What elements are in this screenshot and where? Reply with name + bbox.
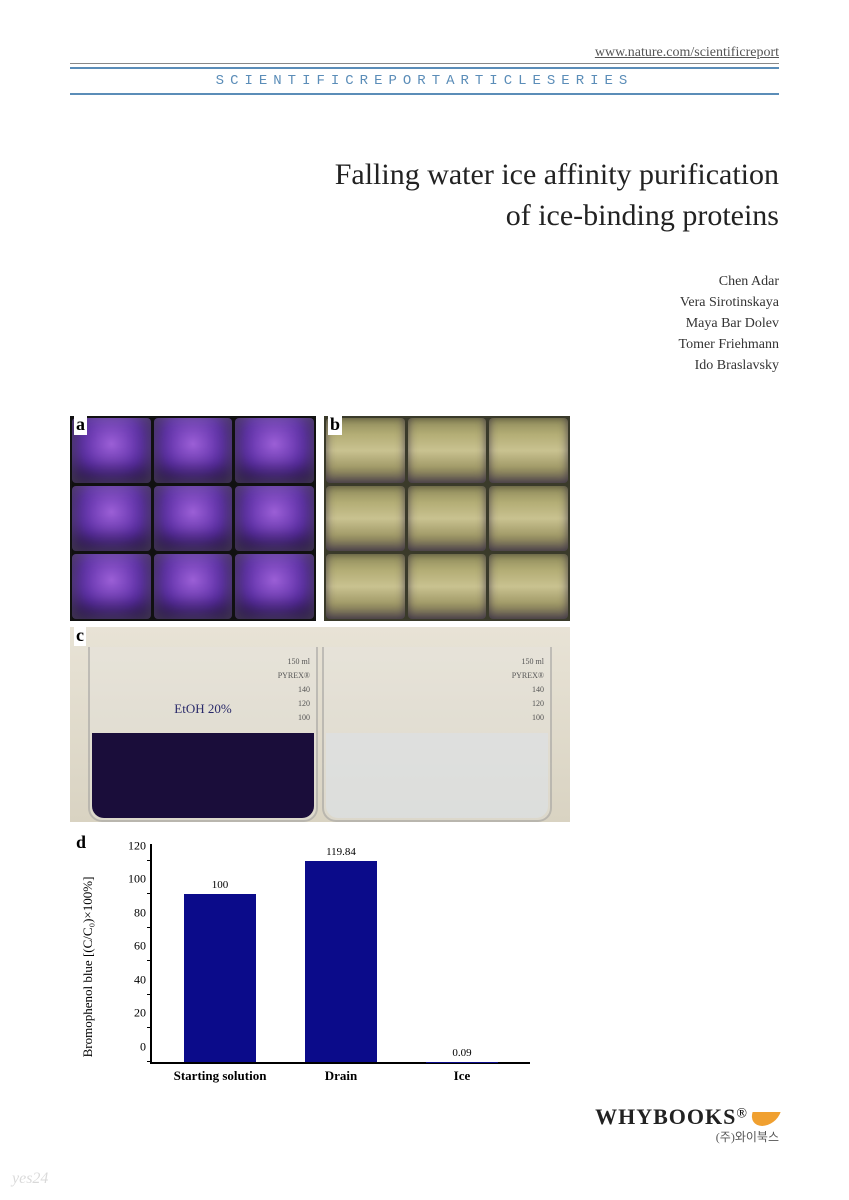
header-url: www.nature.com/scientificreport <box>70 45 779 64</box>
title-line-1: Falling water ice affinity purification <box>335 158 779 191</box>
chart-bar: 100 <box>184 894 256 1062</box>
chart-ytick: 40 <box>112 972 146 987</box>
chart-xlabel: Ice <box>454 1062 471 1084</box>
chart-bar-value-label: 119.84 <box>326 846 356 861</box>
chart-xlabel: Drain <box>325 1062 358 1084</box>
article-title: Falling water ice affinity purification … <box>70 155 779 236</box>
chart-ytick: 60 <box>112 939 146 954</box>
chart-ytick: 80 <box>112 905 146 920</box>
panel-label-a: a <box>74 414 87 435</box>
figure-composite: a b c 150 ml <box>70 416 570 1099</box>
chart-xlabel: Starting solution <box>174 1062 267 1084</box>
beaker-right: 150 ml PYREX® 140 120 100 <box>322 647 552 822</box>
chart-plot-area: 020406080100120100Starting solution119.8… <box>150 844 530 1064</box>
panel-label-b: b <box>328 414 342 435</box>
beaker-marks-left: 150 ml PYREX® 140 120 100 <box>278 655 310 725</box>
author-name: Maya Bar Dolev <box>70 313 779 334</box>
liquid-clear <box>326 733 548 818</box>
panel-label-c: c <box>74 625 86 646</box>
page-root: www.nature.com/scientificreport SCIENTIF… <box>0 0 849 1129</box>
chart-ylabel: Bromophenol blue [(C/C₀)×100%] <box>80 876 96 1057</box>
chart-bar: 119.84 <box>305 861 377 1062</box>
chart-ytick: 0 <box>112 1040 146 1055</box>
publisher-logo-line: WHYBOOKS® <box>595 1104 779 1130</box>
chart-ytick: 20 <box>112 1006 146 1021</box>
panel-label-d: d <box>74 832 88 853</box>
publisher-name: WHYBOOKS <box>595 1104 736 1129</box>
panel-b-image <box>324 416 570 621</box>
author-name: Ido Braslavsky <box>70 355 779 376</box>
author-name: Vera Sirotinskaya <box>70 292 779 313</box>
publisher-registered: ® <box>736 1107 747 1122</box>
author-name: Tomer Friehmann <box>70 334 779 355</box>
watermark: yes24 <box>12 1170 48 1188</box>
beaker-marks-right: 150 ml PYREX® 140 120 100 <box>512 655 544 725</box>
panel-c-container: c 150 ml PYREX® 140 120 100 EtOH 20% 150 <box>70 627 570 822</box>
panel-b-container: b <box>324 416 570 621</box>
panels-row-ab: a b <box>70 416 570 621</box>
chart-bar-value-label: 100 <box>212 879 229 894</box>
chart-bar-value-label: 0.09 <box>452 1047 471 1062</box>
chart-ytick: 100 <box>112 872 146 887</box>
panel-d-chart: Bromophenol blue [(C/C₀)×100%] 020406080… <box>70 834 570 1099</box>
publisher-block: WHYBOOKS® (주)와이북스 <box>595 1104 779 1145</box>
author-name: Chen Adar <box>70 271 779 292</box>
publisher-swoosh-icon <box>748 1112 781 1126</box>
panel-c-image: 150 ml PYREX® 140 120 100 EtOH 20% 150 m… <box>70 627 570 822</box>
liquid-dark <box>92 733 314 818</box>
title-line-2: of ice-binding proteins <box>506 199 779 232</box>
publisher-subtitle: (주)와이북스 <box>595 1128 779 1145</box>
panel-d-container: d Bromophenol blue [(C/C₀)×100%] 0204060… <box>70 834 570 1099</box>
author-list: Chen Adar Vera Sirotinskaya Maya Bar Dol… <box>70 271 779 376</box>
panel-a-container: a <box>70 416 316 621</box>
panel-a-image <box>70 416 316 621</box>
beaker-handwriting: EtOH 20% <box>174 701 231 717</box>
chart-ytick: 120 <box>112 838 146 853</box>
beaker-left: 150 ml PYREX® 140 120 100 EtOH 20% <box>88 647 318 822</box>
series-line: SCIENTIFICREPORTARTICLESERIES <box>70 67 779 95</box>
